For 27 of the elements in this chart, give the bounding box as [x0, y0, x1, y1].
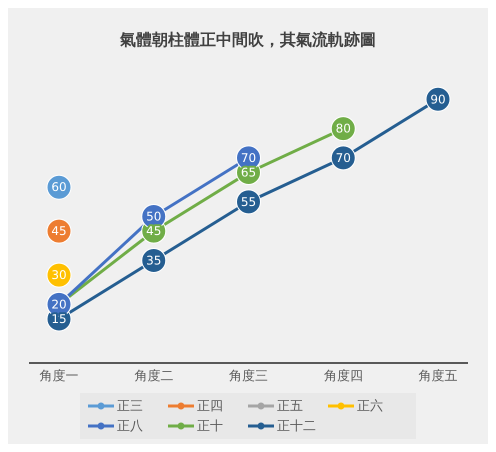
- data-label: 20: [51, 297, 67, 312]
- x-tick-label: 角度五: [418, 368, 458, 384]
- data-label: 55: [240, 194, 256, 209]
- data-label: 45: [51, 224, 67, 238]
- data-label: 15: [51, 312, 67, 326]
- legend-label: 正四: [197, 398, 223, 415]
- data-label: 60: [51, 180, 67, 194]
- data-label: 80: [336, 122, 351, 136]
- x-tick-label: 角度二: [134, 368, 174, 384]
- legend-label: 正六: [357, 398, 383, 415]
- data-label: 65: [240, 166, 256, 180]
- legend-label: 正八: [117, 418, 143, 435]
- x-tick-label: 角度三: [229, 368, 268, 384]
- data-label: 35: [146, 253, 162, 268]
- data-label: 90: [430, 92, 446, 106]
- data-label: 70: [240, 150, 256, 165]
- data-label: 70: [336, 150, 351, 165]
- data-label: 50: [146, 210, 162, 224]
- legend-label: 正五: [277, 398, 303, 415]
- x-tick-label: 角度四: [324, 368, 363, 384]
- chart-title: 氣體朝柱體正中間吹，其氣流軌跡圖: [119, 29, 377, 51]
- legend-label: 正十二: [277, 418, 316, 435]
- data-label: 30: [51, 268, 67, 282]
- legend-label: 正三: [117, 398, 143, 415]
- legend-label: 正十: [197, 418, 223, 435]
- data-label: 45: [146, 224, 162, 238]
- x-tick-label: 角度一: [40, 368, 78, 384]
